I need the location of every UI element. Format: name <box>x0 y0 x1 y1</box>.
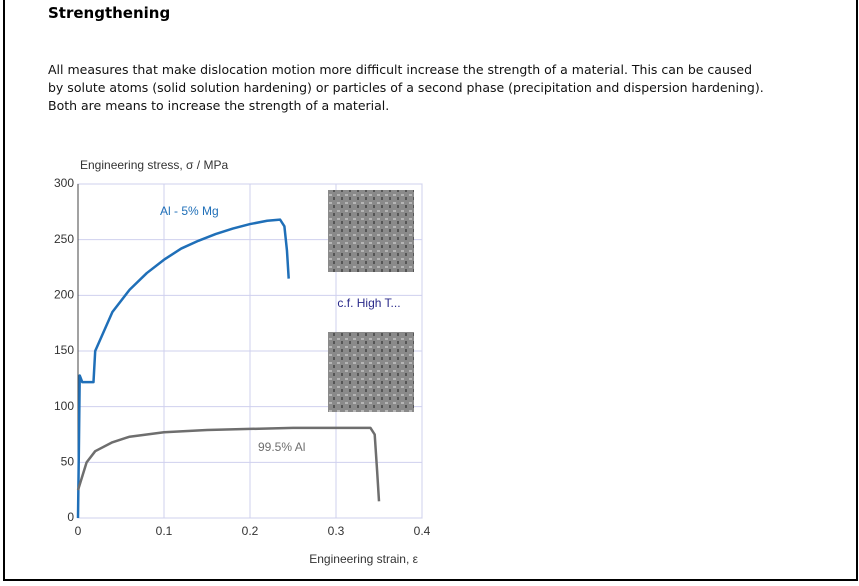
page: Strengthening All measures that make dis… <box>0 0 859 586</box>
micrograph <box>328 190 414 272</box>
y-tick-label: 50 <box>61 455 75 469</box>
x-tick-label: 0.3 <box>328 524 345 538</box>
y-tick-label: 0 <box>67 510 74 524</box>
chart: Engineering stress, σ / MPa Engineering … <box>0 0 859 586</box>
x-tick-label: 0.4 <box>414 524 431 538</box>
y-tick-label: 250 <box>54 232 74 246</box>
micrograph <box>328 332 414 412</box>
y-tick-label: 150 <box>54 343 74 357</box>
annotation: c.f. High T... <box>337 296 400 310</box>
x-tick-label: 0.1 <box>156 524 173 538</box>
series-label: 99.5% Al <box>258 440 305 454</box>
y-axis-title: Engineering stress, σ / MPa <box>80 158 228 172</box>
y-tick-label: 300 <box>54 176 74 190</box>
y-tick-label: 200 <box>54 288 74 302</box>
x-tick-label: 0.2 <box>242 524 259 538</box>
x-tick-label: 0 <box>75 524 82 538</box>
series-label: Al - 5% Mg <box>160 204 219 218</box>
x-axis-title: Engineering strain, ε <box>309 552 418 566</box>
y-tick-label: 100 <box>54 399 74 413</box>
